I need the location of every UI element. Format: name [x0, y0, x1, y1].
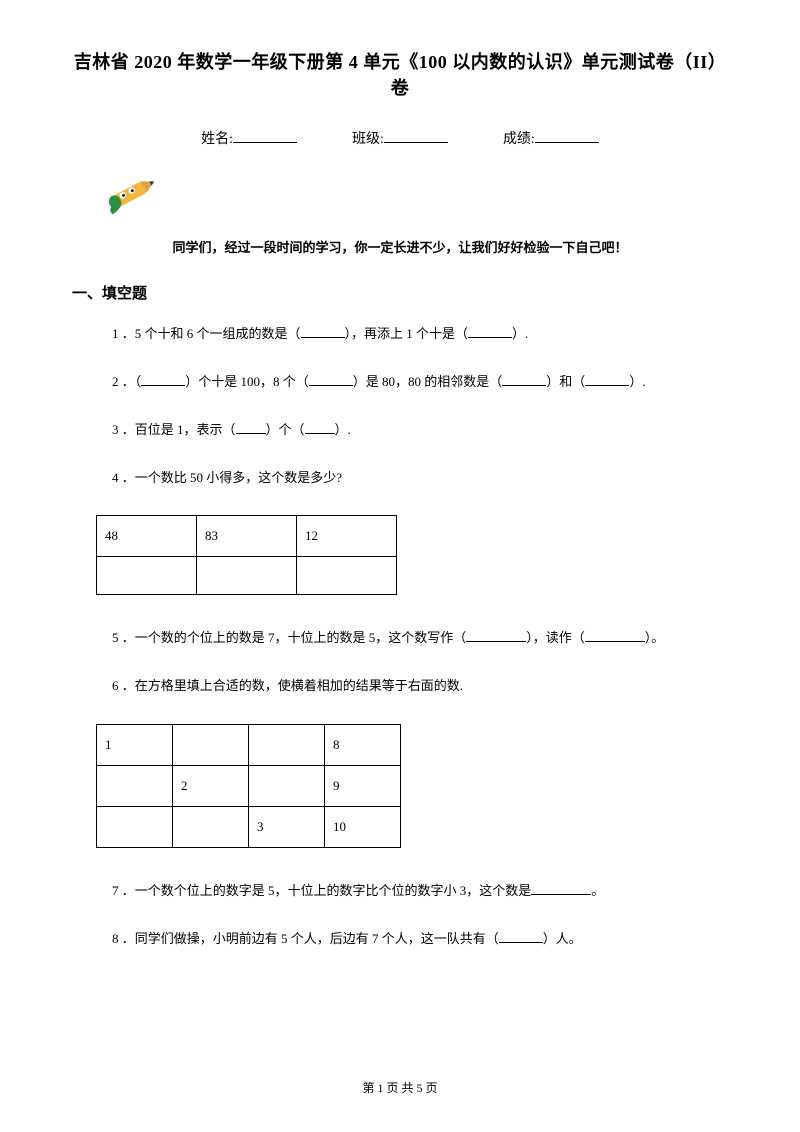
- question-1: 1 ．5 个十和 6 个一组成的数是（ ），再添上 1 个十是（ ）.: [112, 323, 728, 345]
- class-blank: [384, 129, 448, 143]
- q2-blank-3: [502, 374, 546, 386]
- q5-blank-1: [466, 630, 526, 642]
- q3-text-c: ）.: [335, 422, 351, 437]
- table-q4: 48 83 12: [96, 515, 397, 595]
- t1-cell: [297, 557, 397, 595]
- q1-text-c: ）.: [512, 326, 528, 341]
- section-heading: 一、填空题: [72, 282, 728, 303]
- table-row: [97, 557, 397, 595]
- q7-text-b: 。: [591, 883, 604, 898]
- table-row: 1 8: [97, 724, 401, 765]
- t2-cell: 9: [325, 765, 401, 806]
- t2-cell: [97, 806, 173, 847]
- table-q6: 1 8 2 9 3 10: [96, 724, 401, 848]
- q7-blank-1: [531, 883, 591, 895]
- q7-text-a: 7 ．一个数个位上的数字是 5，十位上的数字比个位的数字小 3，这个数是: [112, 883, 531, 898]
- class-label: 班级:: [352, 132, 384, 147]
- t2-cell: [173, 724, 249, 765]
- q2-blank-1: [141, 374, 185, 386]
- score-label: 成绩:: [503, 132, 535, 147]
- name-label: 姓名:: [201, 132, 233, 147]
- q2-blank-4: [585, 374, 629, 386]
- question-7: 7 ．一个数个位上的数字是 5，十位上的数字比个位的数字小 3，这个数是 。: [112, 880, 728, 902]
- t2-cell: [249, 765, 325, 806]
- q1-blank-1: [301, 326, 345, 338]
- t2-cell: 8: [325, 724, 401, 765]
- page-footer: 第 1 页 共 5 页: [0, 1079, 800, 1096]
- q1-text-a: 1 ．5 个十和 6 个一组成的数是（: [112, 326, 301, 341]
- q5-text-b: ），读作（: [526, 630, 585, 645]
- question-4: 4 ．一个数比 50 小得多，这个数是多少?: [112, 467, 728, 489]
- q5-text-c: ）。: [645, 630, 665, 645]
- q8-text-b: ）人。: [543, 931, 582, 946]
- q2-text-c: ）是 80，80 的相邻数是（: [353, 374, 503, 389]
- t1-cell: [97, 557, 197, 595]
- table-row: 48 83 12: [97, 516, 397, 557]
- name-blank: [233, 129, 297, 143]
- q3-text-a: 3 ．百位是 1，表示（: [112, 422, 236, 437]
- q5-blank-2: [585, 630, 645, 642]
- pencil-icon: [96, 164, 728, 225]
- score-blank: [535, 129, 599, 143]
- table-row: 3 10: [97, 806, 401, 847]
- document-title: 吉林省 2020 年数学一年级下册第 4 单元《100 以内数的认识》单元测试卷…: [72, 48, 728, 100]
- q1-text-b: ），再添上 1 个十是（: [345, 326, 469, 341]
- q2-text-a: 2 ．（: [112, 374, 141, 389]
- t1-cell: [197, 557, 297, 595]
- t2-cell: 1: [97, 724, 173, 765]
- t2-cell: [97, 765, 173, 806]
- q2-text-b: ）个十是 100，8 个（: [185, 374, 309, 389]
- t2-cell: 3: [249, 806, 325, 847]
- q3-blank-1: [236, 422, 266, 434]
- q3-text-b: ）个（: [266, 422, 305, 437]
- t1-cell: 12: [297, 516, 397, 557]
- q8-text-a: 8 ．同学们做操，小明前边有 5 个人，后边有 7 个人，这一队共有（: [112, 931, 499, 946]
- q2-blank-2: [309, 374, 353, 386]
- t2-cell: [249, 724, 325, 765]
- t2-cell: [173, 806, 249, 847]
- t2-cell: 2: [173, 765, 249, 806]
- question-5: 5 ．一个数的个位上的数是 7，十位上的数是 5，这个数写作（ ），读作（ ）。: [112, 627, 728, 649]
- q3-blank-2: [305, 422, 335, 434]
- q2-text-d: ）和（: [546, 374, 585, 389]
- t2-cell: 10: [325, 806, 401, 847]
- table-row: 2 9: [97, 765, 401, 806]
- question-3: 3 ．百位是 1，表示（ ）个（ ）.: [112, 419, 728, 441]
- info-line: 姓名: 班级: 成绩:: [72, 128, 728, 148]
- question-8: 8 ．同学们做操，小明前边有 5 个人，后边有 7 个人，这一队共有（ ）人。: [112, 928, 728, 950]
- q2-text-e: ）.: [629, 374, 645, 389]
- t1-cell: 48: [97, 516, 197, 557]
- question-6: 6 ．在方格里填上合适的数，使横着相加的结果等于右面的数.: [112, 675, 728, 697]
- question-2: 2 ．（ ）个十是 100，8 个（ ）是 80，80 的相邻数是（ ）和（ ）.: [112, 371, 728, 393]
- q5-text-a: 5 ．一个数的个位上的数是 7，十位上的数是 5，这个数写作（: [112, 630, 466, 645]
- q8-blank-1: [499, 931, 543, 943]
- t1-cell: 83: [197, 516, 297, 557]
- q1-blank-2: [468, 326, 512, 338]
- encouragement-text: 同学们，经过一段时间的学习，你一定长进不少，让我们好好检验一下自己吧！: [72, 237, 728, 256]
